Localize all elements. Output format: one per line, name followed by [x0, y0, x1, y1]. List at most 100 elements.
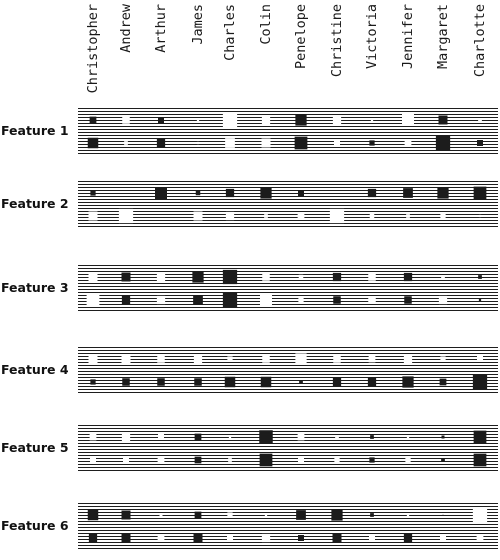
positive-weight-square [192, 271, 204, 283]
feature-panel [78, 107, 498, 155]
positive-weight-square [435, 135, 451, 151]
positive-weight-square [87, 509, 99, 521]
positive-weight-square [121, 272, 131, 282]
feature-label: Feature 5 [1, 440, 69, 455]
negative-weight-square [222, 112, 238, 128]
positive-weight-square [404, 296, 412, 304]
positive-weight-square [90, 190, 96, 196]
feature-panel-svg [78, 107, 498, 155]
positive-weight-square [332, 272, 342, 282]
negative-weight-square [476, 534, 484, 542]
negative-weight-square [333, 355, 341, 363]
positive-weight-square [478, 298, 482, 302]
negative-weight-square [440, 356, 446, 362]
feature-panel [78, 424, 498, 472]
negative-weight-square [264, 513, 268, 517]
positive-weight-square [193, 295, 203, 305]
positive-weight-square [332, 533, 342, 543]
positive-weight-square [367, 377, 377, 387]
positive-weight-square [156, 138, 166, 148]
positive-weight-square [438, 115, 448, 125]
negative-weight-square [158, 434, 164, 440]
positive-weight-square [370, 513, 374, 517]
positive-weight-square [442, 514, 444, 516]
positive-weight-square [158, 117, 164, 123]
positive-weight-square [333, 296, 341, 304]
negative-weight-square [298, 274, 304, 280]
positive-weight-square [121, 533, 131, 543]
feature-panel [78, 346, 498, 394]
negative-weight-square [124, 141, 128, 145]
negative-weight-square [334, 457, 340, 463]
positive-weight-square [155, 187, 167, 199]
negative-weight-square [406, 435, 410, 439]
positive-weight-square [437, 187, 449, 199]
negative-weight-square [264, 214, 268, 218]
negative-weight-square [438, 295, 448, 305]
negative-weight-square [472, 507, 488, 523]
positive-weight-square [195, 190, 201, 196]
positive-weight-square [473, 186, 487, 200]
positive-weight-square [332, 377, 342, 387]
negative-weight-square [156, 295, 166, 305]
positive-weight-square [194, 511, 202, 519]
negative-weight-square [404, 139, 412, 147]
negative-weight-square [193, 354, 203, 364]
positive-weight-square [369, 457, 375, 463]
positive-weight-square [259, 430, 273, 444]
positive-weight-square [439, 378, 447, 386]
positive-weight-square [90, 379, 96, 385]
positive-weight-square [260, 187, 272, 199]
negative-weight-square [228, 435, 232, 439]
positive-weight-square [403, 188, 413, 198]
negative-weight-square [368, 355, 376, 363]
negative-weight-square [261, 138, 271, 148]
positive-weight-square [473, 430, 487, 444]
feature-label: Feature 1 [1, 123, 69, 138]
positive-weight-square [260, 376, 272, 388]
negative-weight-square [261, 115, 271, 125]
positive-weight-square [222, 269, 238, 285]
negative-weight-square [89, 433, 97, 441]
negative-weight-square [90, 457, 96, 463]
negative-weight-square [228, 458, 232, 462]
positive-weight-square [194, 378, 202, 386]
negative-weight-square [440, 535, 446, 541]
feature-panel [78, 502, 498, 550]
positive-weight-square [402, 376, 414, 388]
negative-weight-square [261, 533, 271, 543]
positive-weight-square [88, 533, 98, 543]
negative-weight-square [402, 114, 414, 126]
positive-weight-square [370, 435, 374, 439]
positive-weight-square [403, 533, 413, 543]
feature-label: Feature 4 [1, 362, 69, 377]
negative-weight-square [121, 354, 131, 364]
negative-weight-square [86, 293, 100, 307]
positive-weight-square [157, 378, 165, 386]
positive-weight-square [403, 272, 413, 282]
positive-weight-square [194, 433, 202, 441]
negative-weight-square [262, 273, 270, 281]
negative-weight-square [227, 356, 233, 362]
negative-weight-square [88, 272, 98, 282]
feature-label: Feature 6 [1, 518, 69, 533]
positive-weight-square [331, 509, 343, 521]
feature-panel-svg [78, 264, 498, 312]
feature-panel [78, 264, 498, 312]
negative-weight-square [297, 212, 305, 220]
negative-weight-square [298, 297, 304, 303]
negative-weight-square [406, 513, 410, 517]
feature-panel-svg [78, 502, 498, 550]
positive-weight-square [122, 378, 130, 386]
positive-weight-square [298, 535, 304, 541]
positive-weight-square [259, 453, 273, 467]
positive-weight-square [477, 140, 483, 146]
negative-weight-square [123, 457, 129, 463]
feature-panel [78, 180, 498, 228]
negative-weight-square [122, 116, 130, 124]
negative-weight-square [297, 433, 305, 441]
positive-weight-square [296, 510, 306, 520]
negative-weight-square [329, 208, 345, 224]
feature-label: Feature 3 [1, 280, 69, 295]
